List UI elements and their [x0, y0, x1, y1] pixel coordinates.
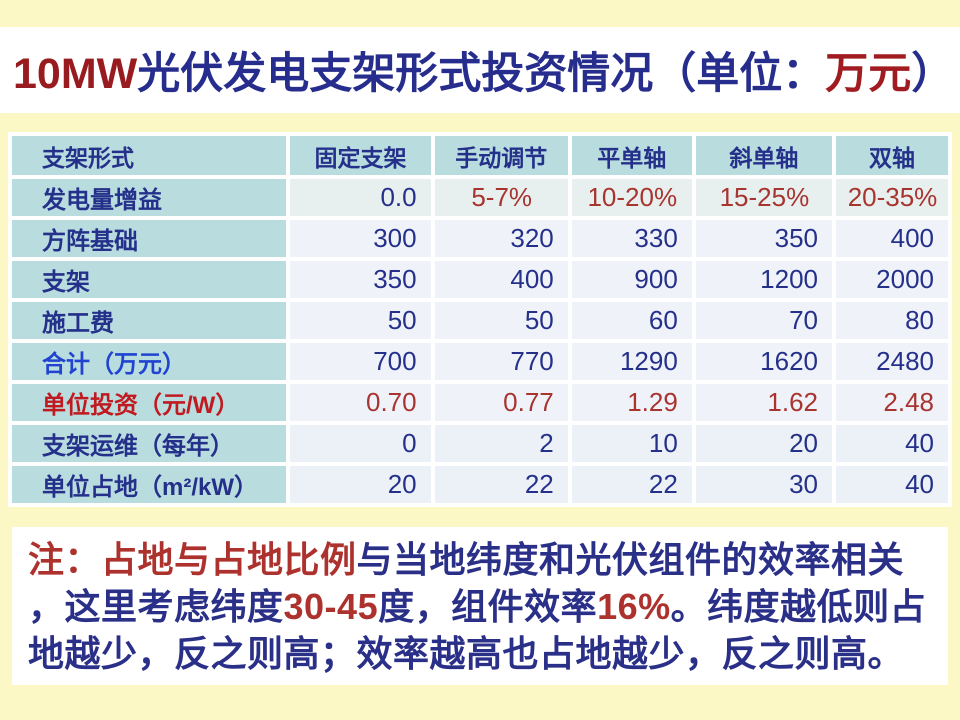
footnote-line-0-segment-2: 与当地纬度和光伏组件的效率相关 [356, 539, 905, 580]
footnote-line-1-segment-0: ，这里考虑纬度 [28, 586, 284, 627]
row-label-cell: 合计（万元） [12, 343, 287, 380]
title-segment-3: ） [911, 50, 955, 98]
footnote-line-1-segment-1: 30-45 [283, 586, 379, 627]
table-cell: 300 [290, 220, 431, 257]
table-cell: 50 [290, 302, 431, 339]
table-row-7: 单位占地（m²/kW） 20 22 22 30 40 [12, 466, 948, 503]
table-cell: 80 [836, 302, 948, 339]
column-header-3: 平单轴 [571, 136, 692, 175]
table-cell: 22 [434, 466, 568, 503]
row-label-cell: 施工费 [12, 302, 287, 339]
column-header-4: 斜单轴 [695, 136, 832, 175]
row-label-cell: 单位占地（m²/kW） [12, 466, 287, 503]
footnote-box: 注：占地与占地比例与当地纬度和光伏组件的效率相关 ，这里考虑纬度30-45度，组件… [12, 527, 948, 685]
table-cell: 20 [695, 425, 832, 462]
footnote-line-1-segment-2: 度，组件效率 [378, 586, 598, 627]
table-cell: 400 [434, 261, 568, 298]
table-cell: 40 [836, 466, 948, 503]
footnote-line-1-segment-4: 。纬度越低则占 [670, 586, 927, 627]
table-cell: 320 [434, 220, 568, 257]
table-cell: 330 [571, 220, 692, 257]
table-cell: 1290 [571, 343, 692, 380]
column-header-bracket-type: 支架形式 [12, 136, 287, 175]
row-label-cell: 发电量增益 [12, 179, 287, 216]
table-cell: 770 [434, 343, 568, 380]
table-cell: 0.0 [290, 179, 431, 216]
table-cell: 350 [290, 261, 431, 298]
footnote-line-2-segment-0: 地越少，反之则高；效率越高也占地越少，反之则高。 [28, 633, 905, 674]
table-cell: 900 [571, 261, 692, 298]
row-label-cell: 单位投资（元/W） [12, 384, 287, 421]
title-segment-2: 万元 [825, 50, 912, 98]
table-row-6: 支架运维（每年） 0 2 10 20 40 [12, 425, 948, 462]
table-cell: 2480 [836, 343, 948, 380]
table-row-5: 单位投资（元/W） 0.70 0.77 1.29 1.62 2.48 [12, 384, 948, 421]
footnote-line-1: ，这里考虑纬度30-45度，组件效率16%。纬度越低则占 [28, 583, 934, 630]
table-cell: 5-7% [434, 179, 568, 216]
table-cell: 0 [290, 425, 431, 462]
table-body: 发电量增益 0.0 5-7% 10-20% 15-25% 20-35% 方阵基础 300 320… [12, 179, 948, 503]
title-strip: 10MW光伏发电支架形式投资情况（单位：万元） [0, 27, 960, 113]
table-cell: 10-20% [571, 179, 692, 216]
column-header-2: 手动调节 [434, 136, 568, 175]
table-cell: 10 [571, 425, 692, 462]
title-segment-1: 光伏发电支架形式投资情况（单位： [137, 50, 826, 98]
footnote-line-0-segment-0: 注： [28, 539, 102, 580]
investment-table-wrap: 支架形式 固定支架 手动调节 平单轴 斜单轴 双轴 发电量增益 0.0 5-7% 10-20% 1… [8, 132, 952, 507]
column-header-1: 固定支架 [290, 136, 431, 175]
table-row-2: 支架 350 400 900 1200 2000 [12, 261, 948, 298]
table-cell: 2 [434, 425, 568, 462]
row-label-cell: 支架运维（每年） [12, 425, 287, 462]
table-cell: 20 [290, 466, 431, 503]
table-cell: 70 [695, 302, 832, 339]
table-cell: 1620 [695, 343, 832, 380]
table-cell: 40 [836, 425, 948, 462]
table-row-0: 发电量增益 0.0 5-7% 10-20% 15-25% 20-35% [12, 179, 948, 216]
table-cell: 50 [434, 302, 568, 339]
table-row-3: 施工费 50 50 60 70 80 [12, 302, 948, 339]
page-title: 10MW光伏发电支架形式投资情况（单位：万元） [0, 39, 954, 101]
table-row-4: 合计（万元） 700 770 1290 1620 2480 [12, 343, 948, 380]
title-segment-0: 10MW [13, 50, 138, 98]
footnote-line-0-segment-1: 占地与占地比例 [101, 539, 357, 580]
table-cell: 1200 [695, 261, 832, 298]
table-cell: 20-35% [836, 179, 948, 216]
footnote-line-1-segment-3: 16% [597, 586, 671, 627]
table-cell: 15-25% [695, 179, 832, 216]
table-cell: 2.48 [836, 384, 948, 421]
table-row-1: 方阵基础 300 320 330 350 400 [12, 220, 948, 257]
column-header-5: 双轴 [836, 136, 948, 175]
table-cell: 1.62 [695, 384, 832, 421]
footnote-line-0: 注：占地与占地比例与当地纬度和光伏组件的效率相关 [28, 536, 934, 583]
table-cell: 60 [571, 302, 692, 339]
investment-table: 支架形式 固定支架 手动调节 平单轴 斜单轴 双轴 发电量增益 0.0 5-7% 10-20% 1… [8, 132, 952, 507]
table-cell: 22 [571, 466, 692, 503]
row-label-cell: 方阵基础 [12, 220, 287, 257]
table-cell: 400 [836, 220, 948, 257]
table-cell: 30 [695, 466, 832, 503]
footnote-line-2: 地越少，反之则高；效率越高也占地越少，反之则高。 [28, 630, 934, 677]
row-label-cell: 支架 [12, 261, 287, 298]
table-header-row: 支架形式 固定支架 手动调节 平单轴 斜单轴 双轴 [12, 136, 948, 175]
table-cell: 0.77 [434, 384, 568, 421]
table-cell: 350 [695, 220, 832, 257]
table-cell: 1.29 [571, 384, 692, 421]
table-cell: 2000 [836, 261, 948, 298]
table-cell: 700 [290, 343, 431, 380]
table-cell: 0.70 [290, 384, 431, 421]
